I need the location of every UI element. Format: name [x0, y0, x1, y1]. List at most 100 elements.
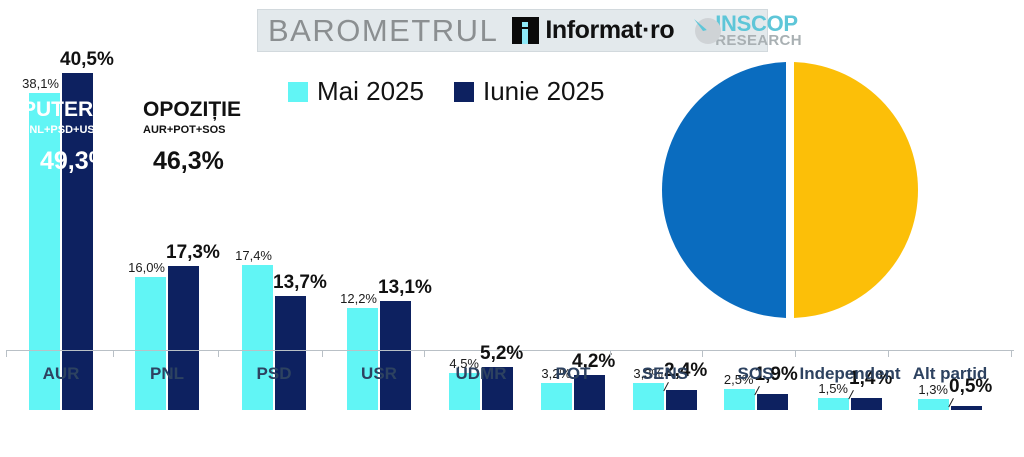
pie-value-putere: 49,3%: [40, 146, 111, 175]
axis-tick: [518, 350, 519, 357]
pie-title-putere: PUTERE: [22, 98, 108, 121]
pie-slice-opozitie[interactable]: [794, 62, 918, 318]
bar-mai-sos[interactable]: [723, 389, 755, 410]
informat-i-mark-icon: [512, 17, 540, 44]
bar-mai-pot[interactable]: [541, 383, 572, 410]
value-label-iunie-aur: 40,5%: [60, 48, 114, 70]
inscop-secondary-text: RESEARCH: [715, 31, 802, 49]
bar-mai-sens[interactable]: [633, 382, 664, 410]
bar-iunie-udmr[interactable]: [482, 366, 513, 410]
category-label-psd: PSD: [256, 364, 292, 383]
value-label-mai-alt-partid: 1,3%: [918, 382, 948, 398]
bar-iunie-pot[interactable]: [574, 375, 605, 410]
axis-tick: [113, 350, 114, 357]
bar-iunie-pnl[interactable]: [168, 265, 199, 410]
bar-group-alt-partid: [905, 60, 995, 410]
axis-tick: [702, 350, 703, 357]
page-title: BAROMETRUL: [268, 12, 499, 48]
bar-iunie-sens[interactable]: [666, 390, 697, 410]
bar-iunie-psd[interactable]: [275, 295, 306, 410]
pie-label-opozitie: OPOZIȚIE AUR+POT+SOS 46,3%: [143, 98, 267, 176]
bar-pair: [805, 60, 895, 410]
legend-swatch-mai: [288, 81, 308, 102]
bar-pair: [432, 60, 530, 410]
value-label-iunie-alt-partid: 0,5%: [949, 375, 993, 397]
bar-pair: [528, 60, 618, 410]
axis-tick: [322, 350, 323, 357]
axis-tick: [6, 350, 7, 357]
bar-group-sens: [620, 60, 710, 410]
category-label-usr: USR: [361, 364, 397, 383]
pie-slice-putere[interactable]: [662, 62, 786, 318]
legend-swatch-iunie: [453, 81, 474, 102]
bar-group-pot: [528, 60, 618, 410]
bar-iunie-usr[interactable]: [380, 300, 411, 410]
pie-subtitle-opozitie: AUR+POT+SOS: [143, 124, 226, 137]
inscop-logo: INSCOP RESEARCH: [690, 11, 802, 49]
bar-group-usr: [330, 60, 428, 410]
bar-group-independent: [805, 60, 895, 410]
inscop-primary-text: INSCOP: [715, 11, 798, 37]
category-label-pnl: PNL: [150, 364, 184, 383]
value-label-mai-aur: 38,1%: [22, 75, 59, 91]
pie-slice-putere-fill: [662, 62, 786, 318]
bar-plot-area: [0, 60, 982, 410]
bar-mai-udmr[interactable]: [449, 372, 480, 410]
value-label-iunie-pot: 4,2%: [572, 351, 616, 372]
informat-wordmark: Informat·ro: [545, 16, 675, 44]
bar-pair: [620, 60, 710, 410]
bar-group-aur: [12, 60, 110, 410]
value-label-iunie-psd: 13,7%: [273, 271, 327, 293]
inscop-arrow-circle-icon: [690, 14, 723, 47]
legend-label-mai: Mai 2025: [317, 76, 424, 106]
value-label-iunie-udmr: 5,2%: [480, 342, 524, 364]
bar-pair: [12, 60, 110, 410]
pie-chart: [662, 62, 918, 318]
bar-iunie-sos[interactable]: [756, 394, 788, 410]
x-axis-line: [6, 350, 1014, 351]
bar-group-psd: [225, 60, 323, 410]
chart-legend: Mai 2025 Iunie 2025: [288, 76, 604, 107]
axis-tick: [424, 350, 425, 357]
value-label-mai-psd: 17,4%: [235, 248, 272, 263]
bar-mai-pnl[interactable]: [135, 276, 166, 410]
pie-value-opozitie: 46,3%: [153, 146, 224, 175]
bar-iunie-aur[interactable]: [62, 72, 93, 410]
value-label-iunie-usr: 13,1%: [378, 276, 432, 298]
bar-mai-usr[interactable]: [347, 308, 378, 410]
bar-iunie-independent[interactable]: [851, 398, 882, 410]
bar-pair: [713, 60, 798, 410]
bar-iunie-alt-partid[interactable]: [951, 405, 982, 410]
bar-mai-independent[interactable]: [818, 397, 849, 410]
pie-title-opozitie: OPOZIȚIE: [143, 98, 242, 121]
category-label-independent: Independent: [799, 364, 901, 383]
legend-item-iunie[interactable]: Iunie 2025: [453, 76, 605, 107]
value-label-iunie-pnl: 17,3%: [166, 241, 220, 263]
bar-mai-alt-partid[interactable]: [918, 399, 949, 410]
bar-mai-psd[interactable]: [242, 265, 273, 410]
bar-pair: [330, 60, 428, 410]
legend-item-mai[interactable]: Mai 2025: [288, 76, 424, 107]
category-label-udmr: UDMR: [455, 364, 507, 383]
informat-logo: Informat·ro: [512, 16, 675, 45]
bar-group-pnl: [118, 60, 216, 410]
value-label-iunie-sens: 2,4%: [664, 360, 708, 381]
pie-subtitle-putere: PNL+PSD+USR+UDMR: [22, 124, 143, 137]
value-label-mai-pot: 3,2%: [541, 366, 571, 382]
value-label-mai-usr: 12,2%: [340, 291, 377, 307]
informat-i-stem: [522, 29, 529, 44]
bar-group-sos: [713, 60, 798, 410]
pie-label-putere: PUTERE PNL+PSD+USR+UDMR 49,3%: [22, 98, 146, 176]
informat-i-dot: [522, 22, 529, 27]
value-label-mai-sens: 3,3%: [633, 365, 663, 381]
legend-label-iunie: Iunie 2025: [482, 76, 605, 106]
bar-chart: [0, 60, 982, 457]
value-label-mai-pnl: 16,0%: [128, 259, 165, 275]
bar-mai-aur[interactable]: [29, 92, 60, 410]
category-label-aur: AUR: [42, 364, 80, 383]
value-label-mai-udmr: 4,5%: [449, 355, 479, 371]
axis-tick: [795, 350, 796, 357]
bar-group-udmr: [432, 60, 530, 410]
category-label-sens: SENS: [641, 364, 689, 383]
value-label-iunie-sos: 1,9%: [754, 364, 798, 386]
